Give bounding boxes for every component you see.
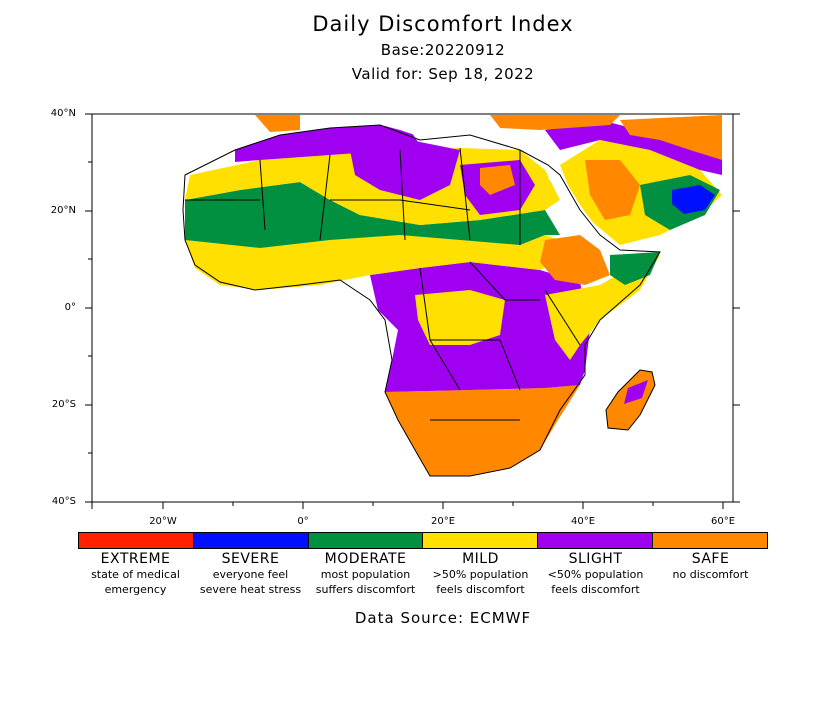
region-somalia-moderate — [610, 252, 660, 285]
legend-item-slight: SLIGHT <50% population feels discomfort — [538, 551, 653, 597]
madagascar-coastline — [605, 369, 656, 431]
legend-swatch-slight — [538, 533, 654, 548]
legend-swatch-safe — [653, 533, 767, 548]
legend-desc2: feels discomfort — [436, 583, 525, 596]
region-iran-safe — [620, 115, 722, 160]
legend-desc2: suffers discomfort — [315, 583, 416, 596]
legend-name: SLIGHT — [568, 551, 623, 567]
region-sahel-mild — [185, 235, 560, 290]
country-borders — [182, 124, 661, 477]
border-2 — [319, 154, 331, 241]
legend-item-safe: SAFE no discomfort — [653, 551, 768, 597]
valid-date: Valid for: Sep 18, 2022 — [351, 65, 535, 83]
region-ethiopia-safe — [540, 235, 610, 285]
lon-label: 60°E — [710, 516, 736, 527]
lon-label: 20°W — [149, 516, 177, 527]
legend-desc1: most population — [320, 568, 411, 581]
chart-title: Daily Discomfort Index — [312, 12, 574, 36]
legend-desc1: >50% population — [432, 568, 529, 581]
region-north-slight — [235, 125, 420, 162]
legend-desc2: feels discomfort — [551, 583, 640, 596]
legend-desc1: <50% population — [547, 568, 644, 581]
border-10 — [429, 339, 461, 391]
legend-name: SEVERE — [221, 551, 280, 567]
legend-swatch-extreme — [79, 533, 194, 548]
border-13 — [544, 289, 581, 346]
legend-desc2: emergency — [104, 583, 167, 596]
lat-label: 20°N — [50, 205, 76, 216]
region-madagascar-slight — [624, 380, 648, 404]
legend-swatch-severe — [193, 533, 309, 548]
legend-desc1: state of medical — [91, 568, 180, 581]
legend-name: MILD — [462, 551, 499, 567]
border-11 — [499, 339, 521, 391]
axis-ticks — [85, 113, 740, 509]
border-9 — [469, 261, 540, 301]
lat-label: 40°N — [50, 108, 76, 119]
region-central-mild — [415, 290, 505, 345]
border-1 — [259, 159, 266, 231]
legend-swatch-moderate — [308, 533, 424, 548]
legend-name: SAFE — [691, 551, 730, 567]
region-south-africa-safe — [385, 385, 580, 476]
data-source: Data Source: ECMWF — [354, 609, 532, 627]
region-turkey-safe — [490, 115, 620, 130]
border-7 — [330, 199, 471, 211]
border-3 — [399, 149, 406, 241]
border-4 — [459, 147, 471, 241]
lat-label: 40°S — [51, 496, 76, 507]
africa-coastline — [182, 124, 661, 477]
lon-label: 20°E — [430, 516, 456, 527]
region-moderate-band — [185, 182, 560, 248]
lon-label: 40°E — [570, 516, 596, 527]
data-field — [185, 115, 722, 476]
region-europe-safe — [255, 115, 300, 132]
color-legend — [78, 532, 768, 549]
legend-name: MODERATE — [324, 551, 407, 567]
legend-labels: EXTREME state of medical emergency SEVERE ev… — [78, 551, 768, 597]
legend-item-moderate: MODERATE most population suffers discomfor… — [308, 551, 423, 597]
region-sahara-safe — [480, 165, 515, 195]
region-sahara-slight-1 — [350, 140, 460, 200]
legend-item-extreme: EXTREME state of medical emergency — [78, 551, 193, 597]
mediterranean-sea — [300, 115, 500, 140]
lat-label: 0° — [64, 302, 76, 313]
legend-item-mild: MILD >50% population feels discomfort — [423, 551, 538, 597]
legend-desc1: everyone feel — [212, 568, 289, 581]
legend-desc2: severe heat stress — [199, 583, 302, 596]
legend-desc1: no discomfort — [672, 568, 749, 581]
region-arabia-severe — [672, 185, 715, 214]
lat-label: 20°S — [51, 399, 76, 410]
legend-item-severe: SEVERE everyone feel severe heat stress — [193, 551, 308, 597]
legend-swatch-mild — [423, 533, 539, 548]
legend-name: EXTREME — [100, 551, 171, 567]
red-sea — [548, 172, 600, 238]
region-arabia-safe — [585, 160, 640, 220]
base-date: Base:20220912 — [380, 41, 506, 59]
lon-label: 0° — [297, 516, 309, 527]
